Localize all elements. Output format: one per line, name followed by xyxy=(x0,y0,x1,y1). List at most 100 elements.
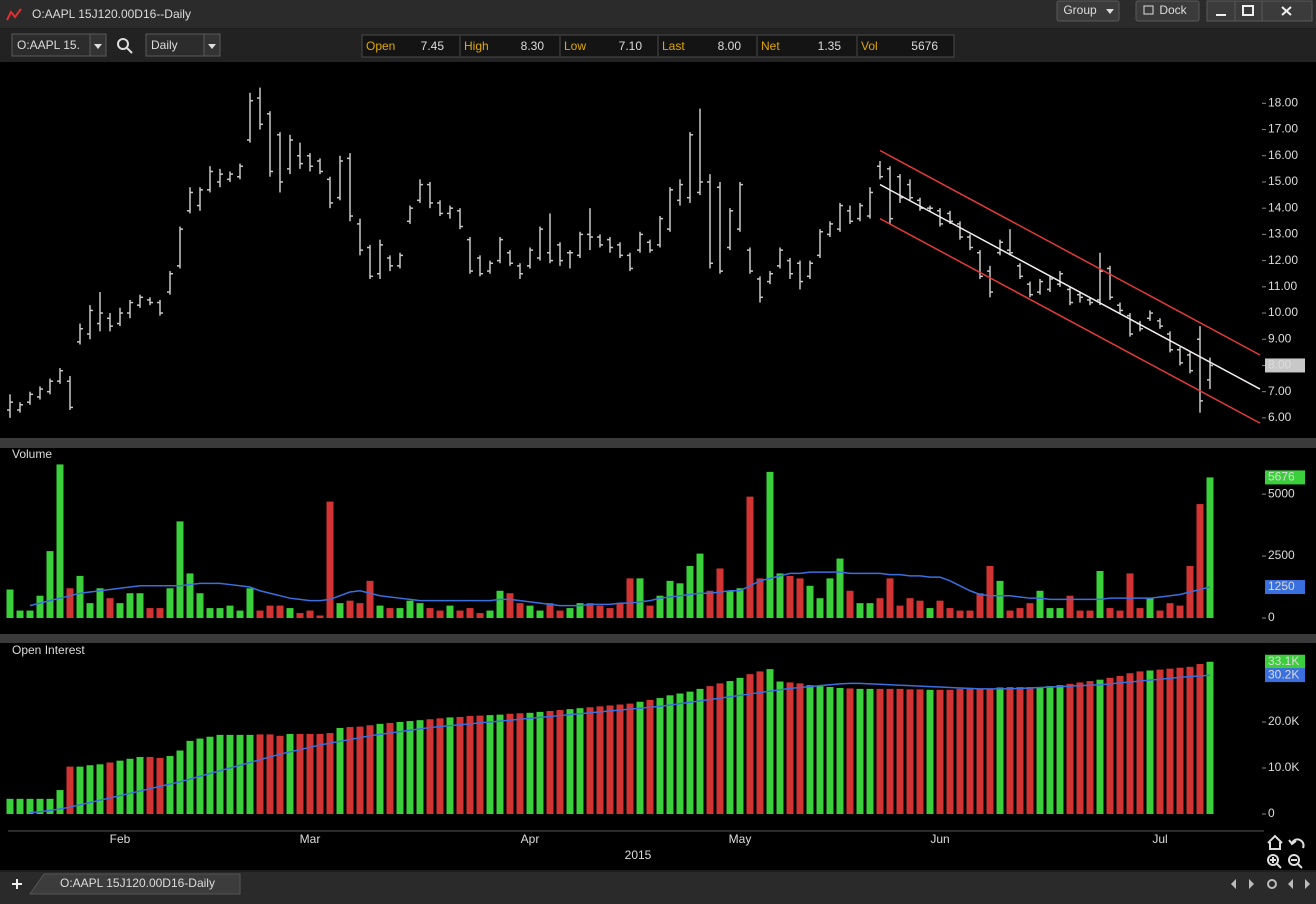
y-tick-label: 9.00 xyxy=(1268,331,1292,345)
tab[interactable] xyxy=(29,873,241,895)
bar xyxy=(156,608,164,618)
quote-label: High xyxy=(464,39,489,53)
bar xyxy=(1016,687,1024,814)
bar xyxy=(1116,676,1124,814)
scroll-left[interactable] xyxy=(1288,879,1293,889)
bar xyxy=(636,578,644,618)
x-tick-label: May xyxy=(729,832,752,846)
group-button[interactable] xyxy=(1056,0,1120,22)
x-tick-label: Mar xyxy=(300,832,321,846)
bar xyxy=(86,603,94,618)
maximize-button[interactable] xyxy=(1234,0,1263,22)
bar xyxy=(986,688,994,814)
bar xyxy=(806,685,814,814)
bar xyxy=(96,588,104,618)
bar xyxy=(426,719,434,814)
maximize-icon xyxy=(1242,5,1254,16)
bar xyxy=(686,565,694,618)
tab-label[interactable]: O:AAPL 15J120.00D16-Daily xyxy=(60,876,215,890)
symbol-text[interactable]: O:AAPL 15. xyxy=(17,38,80,52)
add-tab[interactable] xyxy=(12,879,22,889)
y-tick-label: 18.00 xyxy=(1268,95,1298,109)
y-tick-label: 7.00 xyxy=(1268,384,1292,398)
bar xyxy=(926,608,934,618)
bar xyxy=(516,603,524,618)
home-icon[interactable] xyxy=(1267,834,1283,850)
bar xyxy=(486,610,494,618)
bar xyxy=(56,464,64,618)
interval-text[interactable]: Daily xyxy=(151,38,178,52)
bar xyxy=(1126,673,1134,814)
bar xyxy=(786,682,794,814)
group-label[interactable]: Group xyxy=(1063,3,1097,17)
search-icon[interactable] xyxy=(117,38,129,50)
dock-label[interactable]: Dock xyxy=(1159,3,1187,17)
bar xyxy=(956,688,964,814)
bar xyxy=(966,610,974,618)
bar xyxy=(996,687,1004,814)
bar xyxy=(586,603,594,618)
zoom-out-icon[interactable] xyxy=(1288,854,1300,866)
value-marker xyxy=(1265,580,1305,595)
bar xyxy=(116,760,124,814)
bar xyxy=(286,608,294,618)
next-icon[interactable] xyxy=(1249,879,1254,889)
bar xyxy=(366,725,374,814)
bar xyxy=(36,595,44,618)
group-arrow xyxy=(1106,9,1114,14)
bar xyxy=(236,734,244,814)
bar xyxy=(226,605,234,618)
bar xyxy=(506,593,514,618)
prev-icon[interactable] xyxy=(1231,879,1236,889)
value-marker-label: 5676 xyxy=(1268,470,1295,484)
bar xyxy=(746,496,754,618)
bar xyxy=(256,734,264,814)
bar xyxy=(36,798,44,814)
bar xyxy=(1196,664,1204,814)
bar xyxy=(1056,608,1064,618)
bar xyxy=(676,583,684,618)
y-tick-label: 17.00 xyxy=(1268,122,1298,136)
bar xyxy=(1046,686,1054,814)
close-icon xyxy=(1281,6,1292,16)
bar xyxy=(546,603,554,618)
bar xyxy=(1066,595,1074,618)
refresh-icon[interactable] xyxy=(1267,879,1277,889)
bar xyxy=(656,595,664,618)
bar xyxy=(56,790,64,814)
bar xyxy=(376,723,384,814)
undo-icon[interactable] xyxy=(1288,838,1305,849)
bar xyxy=(1076,682,1084,814)
bar xyxy=(6,589,14,618)
bar xyxy=(946,608,954,618)
bar xyxy=(336,603,344,618)
bar xyxy=(976,593,984,618)
bar xyxy=(616,603,624,618)
bar xyxy=(646,699,654,814)
plots: 6.00 7.00 8.00 9.00 10.00 11.00 12.00 13.00 14.0… xyxy=(6,87,1305,846)
bar xyxy=(496,590,504,618)
bar xyxy=(826,687,834,814)
y-tick-label: 2500 xyxy=(1268,548,1295,562)
bar xyxy=(286,733,294,814)
bar xyxy=(696,553,704,618)
bar xyxy=(206,736,214,814)
scroll-right[interactable] xyxy=(1305,879,1310,889)
bar xyxy=(426,608,434,618)
bar xyxy=(846,688,854,814)
bar xyxy=(16,798,24,814)
bar xyxy=(496,714,504,814)
y-tick-label: 20.0K xyxy=(1268,714,1299,728)
bar xyxy=(456,610,464,618)
bar xyxy=(396,608,404,618)
bar xyxy=(616,704,624,814)
bar xyxy=(476,715,484,814)
minimize-button[interactable] xyxy=(1206,0,1236,22)
zoom-in-icon[interactable] xyxy=(1267,854,1279,866)
x-tick-label: Apr xyxy=(521,832,540,846)
bar xyxy=(466,608,474,618)
bar xyxy=(1166,603,1174,618)
bar xyxy=(806,585,814,618)
quote-value: 8.30 xyxy=(521,39,545,53)
bar xyxy=(1156,669,1164,814)
